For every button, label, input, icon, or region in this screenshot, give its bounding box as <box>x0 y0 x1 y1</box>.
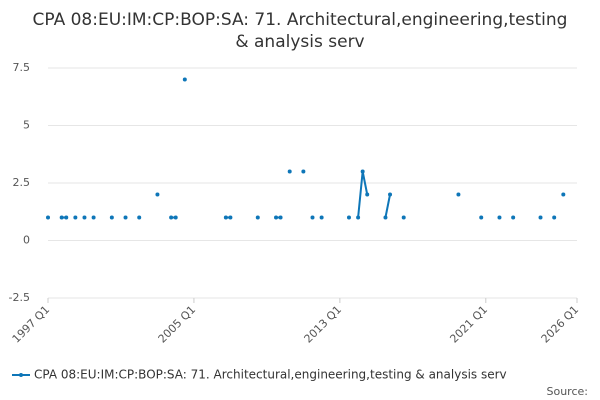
data-point <box>401 215 406 220</box>
data-point <box>169 215 174 220</box>
data-point <box>388 192 393 197</box>
data-point <box>319 215 324 220</box>
line-segment <box>384 194 392 218</box>
y-tick-label: 5 <box>23 119 30 132</box>
data-point <box>383 215 388 220</box>
data-point <box>561 192 566 197</box>
data-point <box>456 192 461 197</box>
legend-marker <box>19 373 23 377</box>
x-tick-label: 2021 Q1 <box>447 303 490 346</box>
data-point <box>301 169 306 174</box>
data-point <box>255 215 260 220</box>
y-tick-label: -2.5 <box>9 291 30 304</box>
data-point <box>59 215 64 220</box>
data-point <box>287 169 292 174</box>
data-point <box>278 215 283 220</box>
data-point <box>228 215 233 220</box>
y-tick-label: 7.5 <box>13 61 31 74</box>
data-point <box>511 215 516 220</box>
data-point <box>155 192 160 197</box>
data-point <box>538 215 543 220</box>
data-point <box>223 215 228 220</box>
data-point <box>552 215 557 220</box>
y-tick-label: 0 <box>23 234 30 247</box>
data-point <box>64 215 69 220</box>
data-point <box>137 215 142 220</box>
data-point <box>173 215 178 220</box>
data-point <box>365 192 370 197</box>
data-point <box>73 215 78 220</box>
data-point <box>123 215 128 220</box>
chart-title-line-2: & analysis serv <box>235 32 364 52</box>
x-tick-label: 2026 Q1 <box>539 303 582 346</box>
x-tick-label: 2013 Q1 <box>302 303 345 346</box>
data-point <box>356 215 361 220</box>
data-point <box>182 77 187 82</box>
data-point <box>82 215 87 220</box>
data-point <box>310 215 315 220</box>
y-tick-label: 2.5 <box>13 176 31 189</box>
x-tick-label: 2005 Q1 <box>156 303 199 346</box>
legend-label: CPA 08:EU:IM:CP:BOP:SA: 71. Architectura… <box>34 368 507 382</box>
data-point <box>479 215 484 220</box>
data-point <box>109 215 114 220</box>
chart-title: CPA 08:EU:IM:CP:BOP:SA: 71. Architectura… <box>33 10 568 30</box>
data-point <box>497 215 502 220</box>
data-point <box>91 215 96 220</box>
data-point <box>46 215 50 220</box>
x-tick-label: 1997 Q1 <box>10 303 53 346</box>
data-point <box>346 215 351 220</box>
source-label: Source: <box>547 385 589 398</box>
data-point <box>360 169 365 174</box>
data-point <box>274 215 279 220</box>
